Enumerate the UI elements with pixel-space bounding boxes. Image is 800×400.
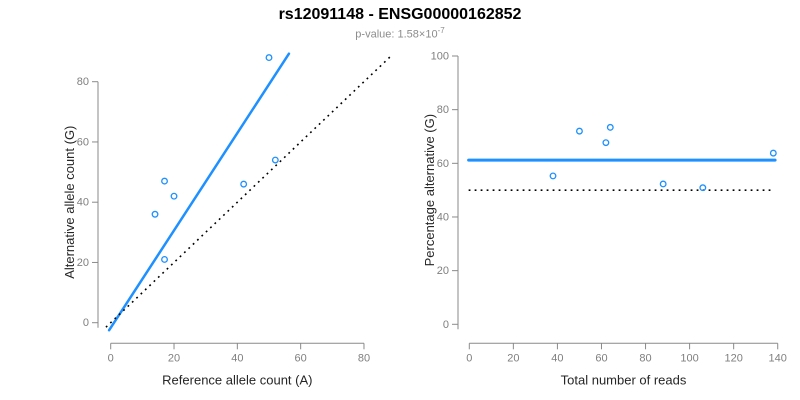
y-axis-title: Percentage alternative (G) [422,114,437,266]
x-tick-label: 20 [507,352,519,364]
data-point [161,177,168,185]
data-point [769,149,777,157]
x-tick-label: 0 [108,352,114,364]
x-axis-title: Total number of reads [561,372,687,387]
data-point [699,184,707,192]
data-point [161,255,168,263]
p-value-text: p-value: 1.58×10 [355,28,438,41]
y-tick-label: 100 [431,51,449,63]
data-point [170,192,178,200]
x-tick-label: 0 [466,352,472,364]
y-tick-label: 60 [77,136,89,148]
y-tick-label: 0 [443,319,449,331]
x-tick-label: 60 [595,352,607,364]
p-value-exponent: -7 [437,26,445,35]
y-tick-label: 20 [77,257,89,269]
y-tick-label: 80 [437,104,449,116]
data-point [240,180,248,188]
data-point [606,123,614,131]
data-point [271,156,279,164]
y-tick-label: 40 [437,211,449,223]
y-tick-label: 20 [437,265,449,277]
data-point [549,172,557,180]
data-point [265,54,273,62]
data-point [659,180,667,188]
x-tick-label: 40 [231,352,243,364]
x-axis-title: Reference allele count (A) [162,372,312,387]
data-point [576,127,583,135]
x-tick-label: 40 [551,352,563,364]
y-axis-title: Alternative allele count (G) [62,126,77,279]
x-tick-label: 60 [295,352,307,364]
x-tick-label: 80 [358,352,370,364]
y-tick-label: 40 [77,197,89,209]
page-title: rs12091148 - ENSG00000162852 [278,6,522,23]
x-tick-label: 120 [724,352,742,364]
y-tick-label: 60 [437,158,449,170]
x-tick-label: 20 [168,352,180,364]
data-point [151,210,159,218]
fit-line [107,52,291,332]
p-value-subtitle: p-value: 1.58×10-7 [0,26,800,41]
y-tick-label: 80 [77,76,89,88]
identity-line [105,56,391,328]
y-tick-label: 0 [83,317,89,329]
data-point [602,139,610,147]
x-tick-label: 80 [639,352,651,364]
x-tick-label: 140 [769,352,787,364]
x-tick-label: 100 [680,352,698,364]
